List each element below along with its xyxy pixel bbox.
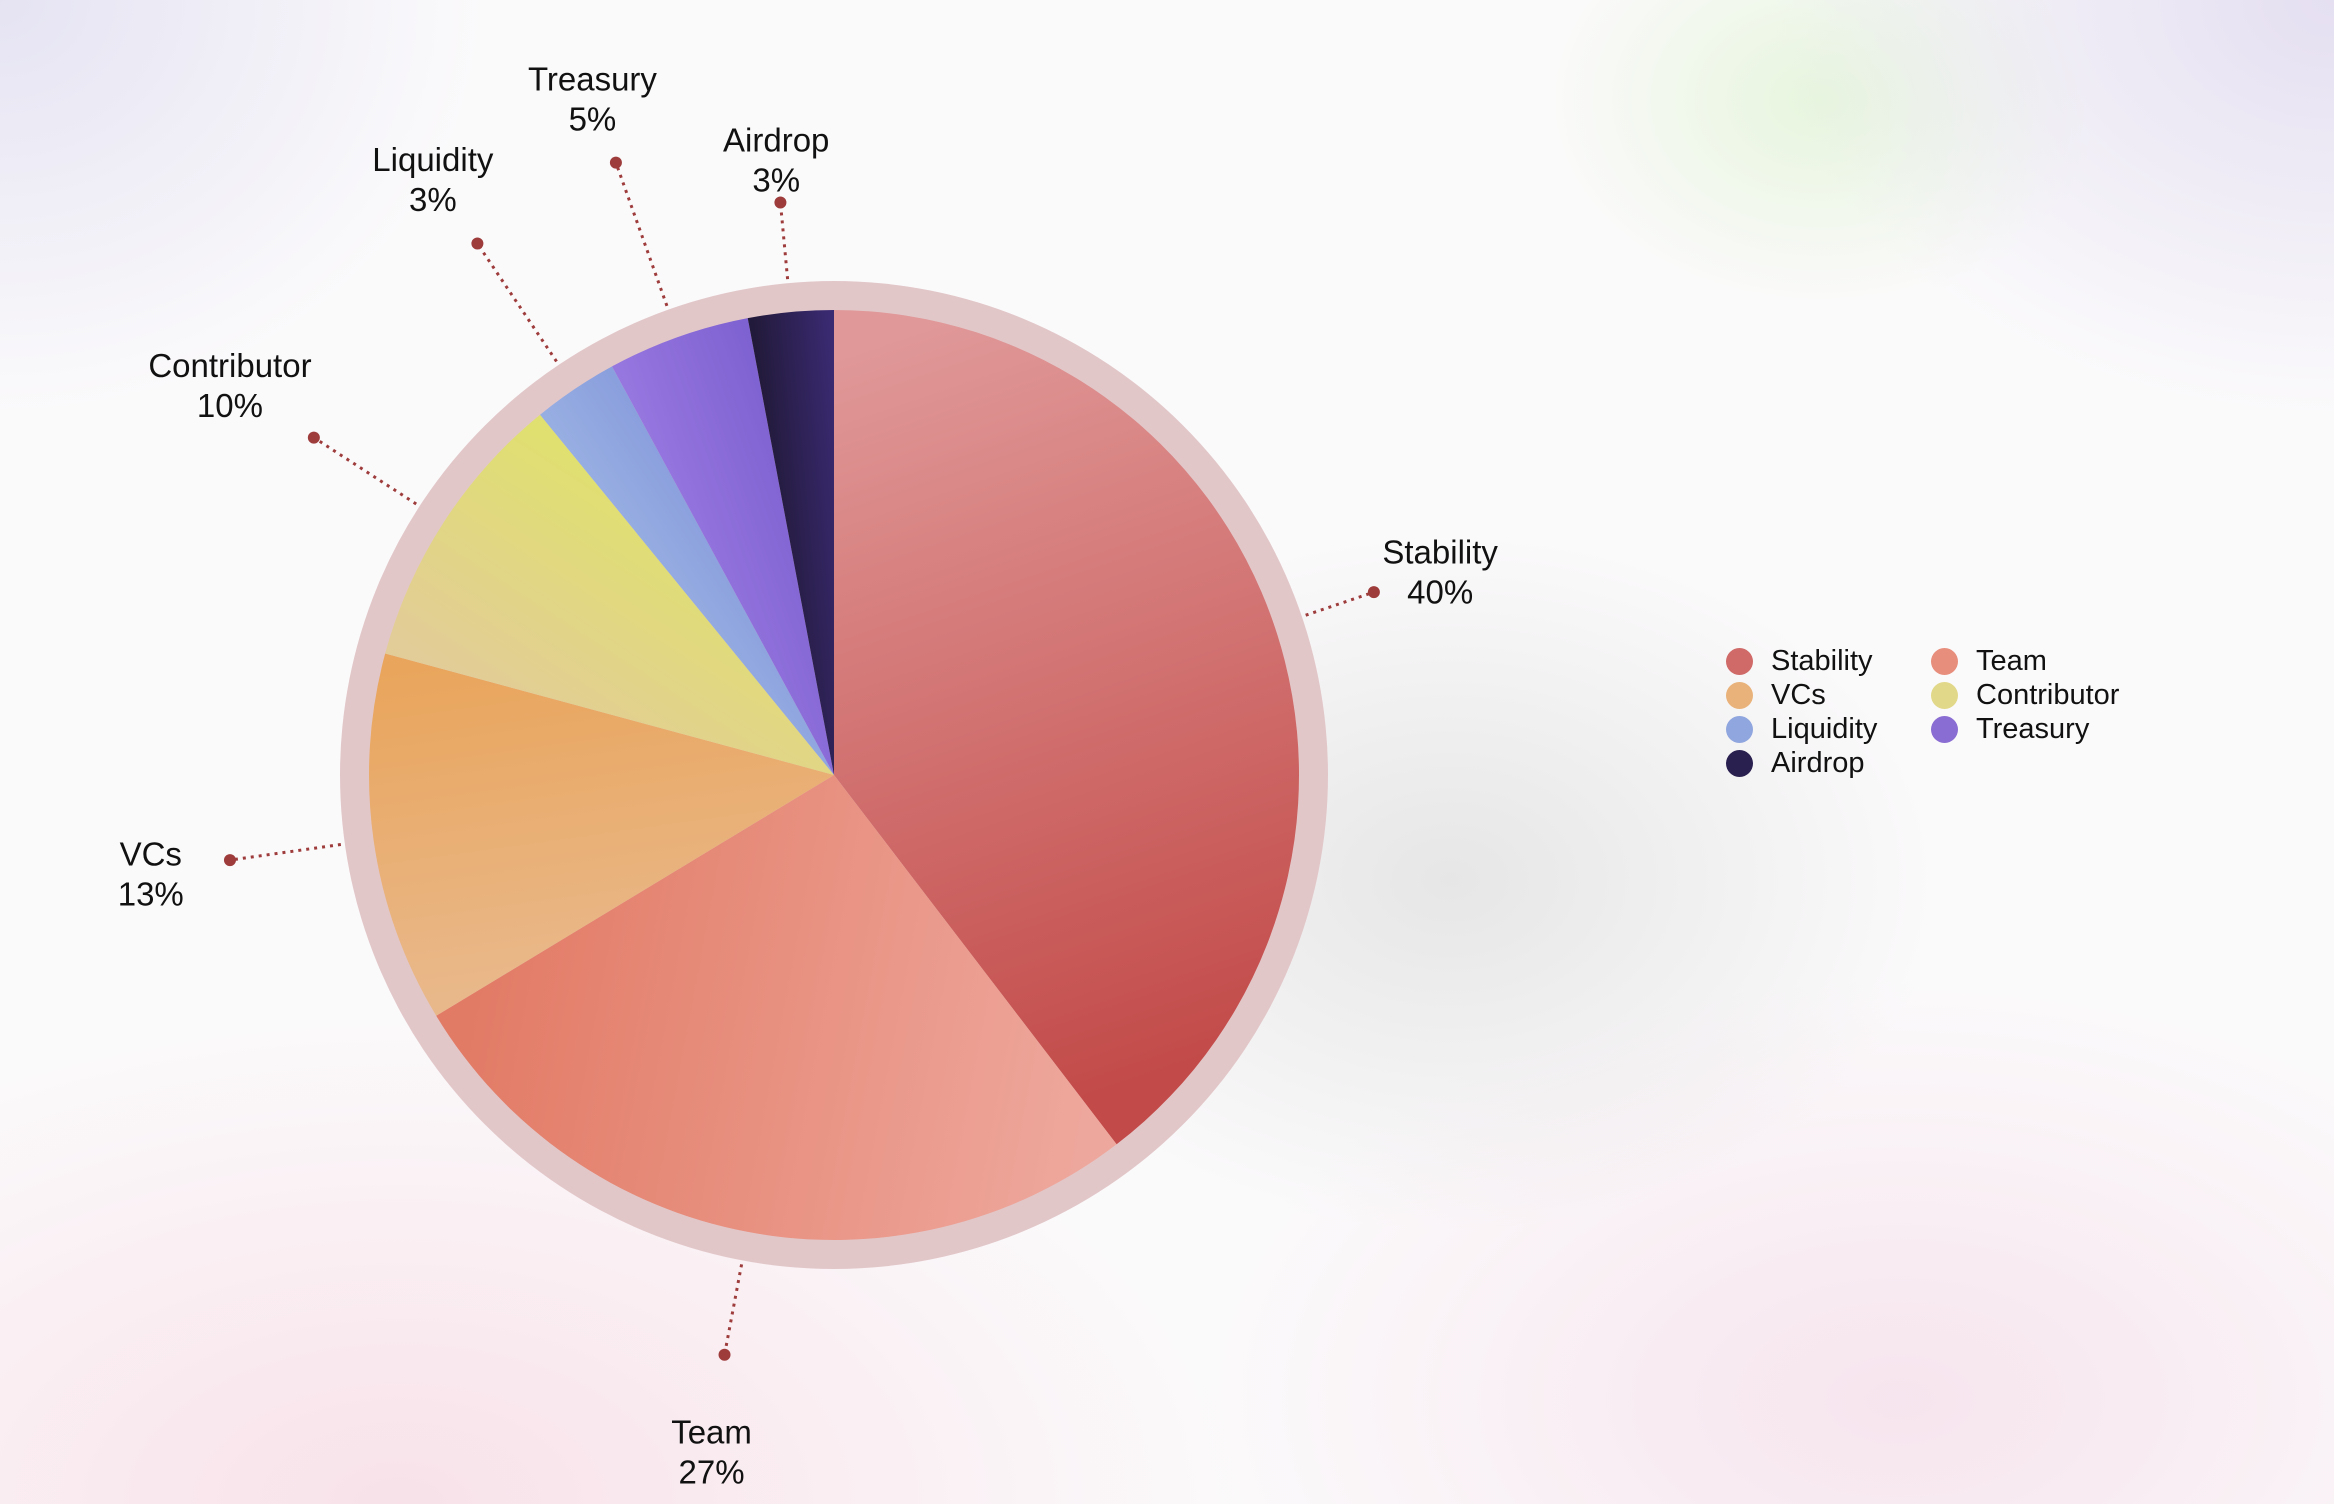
pie-slice-stability[interactable]	[834, 310, 1300, 1145]
slice-value-team: 27%	[679, 1454, 745, 1491]
slice-value-stability: 40%	[1407, 574, 1473, 611]
pie-slice-liquidity[interactable]	[540, 366, 834, 775]
legend-swatch-icon	[1726, 681, 1753, 709]
slice-value-liquidity: 3%	[409, 181, 457, 218]
legend-swatch-icon	[1726, 749, 1753, 777]
leader-dot-liquidity	[471, 237, 484, 250]
slice-label-team: Team	[671, 1414, 752, 1451]
leader-line-airdrop	[778, 202, 790, 280]
leader-line-treasury	[614, 162, 669, 307]
legend-item-stability[interactable]: Stability	[1726, 645, 1931, 677]
slice-value-contributor: 10%	[197, 387, 263, 424]
slice-value-treasury: 5%	[569, 101, 617, 138]
legend-swatch-icon	[1931, 681, 1958, 709]
legend-item-vcs[interactable]: VCs	[1726, 679, 1931, 711]
legend-label: Treasury	[1976, 712, 2090, 745]
leader-dot-team	[718, 1348, 731, 1361]
legend-label: Contributor	[1976, 678, 2120, 711]
pie-slice-airdrop[interactable]	[747, 310, 834, 775]
legend-label: Liquidity	[1771, 712, 1878, 745]
slice-label-stability: Stability	[1382, 534, 1498, 571]
leader-line-contributor	[313, 436, 418, 506]
slice-value-airdrop: 3%	[752, 162, 800, 199]
leader-line-team	[723, 1264, 744, 1356]
leader-line-liquidity	[476, 242, 558, 363]
pie-slices	[369, 310, 1300, 1241]
slice-label-treasury: Treasury	[528, 61, 657, 98]
leader-dot-treasury	[609, 156, 622, 169]
legend-label: Stability	[1771, 644, 1873, 677]
pie-slice-contributor[interactable]	[385, 414, 834, 775]
legend-label: VCs	[1771, 678, 1826, 711]
slice-label-liquidity: Liquidity	[372, 141, 494, 178]
legend-swatch-icon	[1931, 715, 1958, 743]
legend-item-contributor[interactable]: Contributor	[1931, 679, 2151, 711]
slice-label-vcs: VCs	[120, 835, 182, 872]
pie-slice-team[interactable]	[436, 775, 1117, 1241]
slice-label-airdrop: Airdrop	[723, 122, 829, 159]
leader-dot-stability	[1367, 586, 1380, 599]
leader-line-stability	[1305, 590, 1375, 617]
slice-label-contributor: Contributor	[148, 347, 311, 384]
pie-slice-treasury[interactable]	[612, 318, 834, 775]
legend-swatch-icon	[1726, 715, 1753, 743]
leader-dot-contributor	[307, 431, 320, 444]
pie-slice-vcs[interactable]	[369, 653, 834, 1016]
legend-swatch-icon	[1726, 647, 1753, 675]
leader-dot-vcs	[223, 854, 236, 867]
leader-dot-airdrop	[774, 196, 787, 209]
slice-value-vcs: 13%	[118, 875, 184, 912]
legend-label: Airdrop	[1771, 746, 1865, 779]
legend-swatch-icon	[1931, 647, 1958, 675]
legend-item-airdrop[interactable]: Airdrop	[1726, 747, 1931, 779]
legend-item-team[interactable]: Team	[1931, 645, 2151, 677]
legend-item-treasury[interactable]: Treasury	[1931, 713, 2151, 745]
legend-label: Team	[1976, 644, 2047, 677]
legend-item-liquidity[interactable]: Liquidity	[1726, 713, 1931, 745]
leader-line-vcs	[229, 842, 342, 862]
chart-legend: Stability Team VCs Contributor Liquidity Trea…	[1726, 645, 2151, 779]
